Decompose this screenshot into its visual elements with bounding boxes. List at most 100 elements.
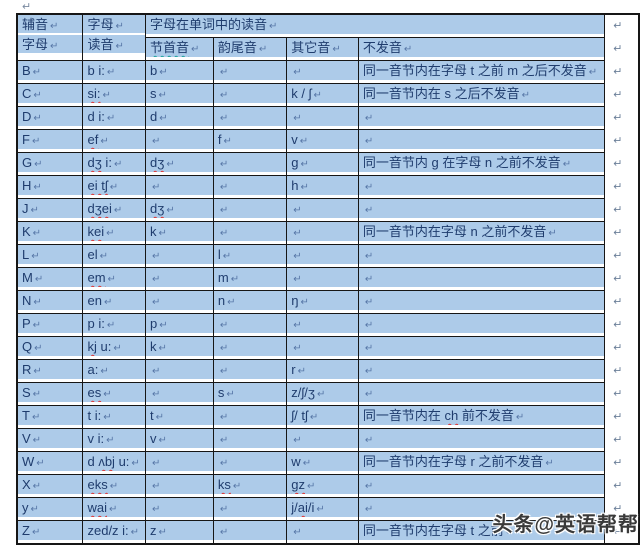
cell-letter-reading[interactable]: em ↵	[82, 267, 147, 291]
cell-letter[interactable]: L ↵	[16, 244, 84, 268]
cell-final-sound[interactable]: ↵	[212, 175, 288, 199]
cell-other-sound[interactable]: ↵	[286, 221, 359, 245]
cell-letter[interactable]: W ↵	[16, 451, 84, 475]
cell-letter-reading[interactable]: a: ↵	[82, 359, 147, 383]
header-final-sound[interactable]: 韵尾音 ↵	[212, 37, 288, 61]
cell-letter[interactable]: Z ↵	[16, 520, 84, 545]
cell-other-sound[interactable]: ↵	[286, 60, 359, 84]
cell-letter[interactable]: N ↵	[16, 290, 84, 314]
cell-final-sound[interactable]: ↵	[212, 221, 288, 245]
cell-letter-reading[interactable]: wai ↵	[82, 497, 147, 521]
cell-letter-reading[interactable]: el ↵	[82, 244, 147, 268]
cell-initial-sound[interactable]: ↵	[145, 382, 214, 406]
header-silent[interactable]: 不发音 ↵	[357, 37, 606, 61]
cell-letter[interactable]: F ↵	[16, 129, 84, 153]
cell-silent[interactable]: ↵	[357, 336, 606, 360]
cell-letter[interactable]: Q ↵	[16, 336, 84, 360]
cell-silent[interactable]: ↵	[357, 474, 606, 498]
cell-letter[interactable]: D ↵	[16, 106, 84, 130]
cell-silent[interactable]: 同一音节内在字母 n 之前不发音 ↵	[357, 221, 606, 245]
cell-other-sound[interactable]: ↵	[286, 106, 359, 130]
cell-initial-sound[interactable]: ↵	[145, 244, 214, 268]
cell-silent[interactable]: ↵	[357, 428, 606, 452]
cell-silent[interactable]: 同一音节内在字母 t 之前 ↵	[357, 520, 606, 545]
cell-initial-sound[interactable]: dʒ ↵	[145, 152, 214, 176]
cell-final-sound[interactable]: ↵	[212, 198, 288, 222]
cell-initial-sound[interactable]: s ↵	[145, 83, 214, 107]
cell-letter[interactable]: X ↵	[16, 474, 84, 498]
cell-other-sound[interactable]: w ↵	[286, 451, 359, 475]
cell-letter-reading[interactable]: eks ↵	[82, 474, 147, 498]
header-other-sound[interactable]: 其它音 ↵	[286, 37, 359, 61]
cell-letter-reading[interactable]: es ↵	[82, 382, 147, 406]
cell-letter-reading[interactable]: v i: ↵	[82, 428, 147, 452]
cell-letter-reading[interactable]: ef ↵	[82, 129, 147, 153]
cell-final-sound[interactable]: ↵	[212, 313, 288, 337]
cell-letter[interactable]: S ↵	[16, 382, 84, 406]
cell-initial-sound[interactable]: ↵	[145, 175, 214, 199]
cell-letter[interactable]: V ↵	[16, 428, 84, 452]
cell-letter-reading[interactable]: d ʌbj u: ↵	[82, 451, 147, 475]
cell-other-sound[interactable]: ʃ/ tʃ ↵	[286, 405, 359, 429]
cell-initial-sound[interactable]: b ↵	[145, 60, 214, 84]
cell-other-sound[interactable]: gz ↵	[286, 474, 359, 498]
cell-other-sound[interactable]: r ↵	[286, 359, 359, 383]
cell-initial-sound[interactable]: z ↵	[145, 520, 214, 545]
cell-letter[interactable]: C ↵	[16, 83, 84, 107]
cell-letter-reading[interactable]: d i: ↵	[82, 106, 147, 130]
cell-final-sound[interactable]: ↵	[212, 106, 288, 130]
cell-letter[interactable]: P ↵	[16, 313, 84, 337]
cell-final-sound[interactable]: ↵	[212, 152, 288, 176]
cell-other-sound[interactable]: z/ʃ/ʒ ↵	[286, 382, 359, 406]
cell-other-sound[interactable]: ↵	[286, 267, 359, 291]
cell-letter-reading[interactable]: kj u: ↵	[82, 336, 147, 360]
cell-initial-sound[interactable]: v ↵	[145, 428, 214, 452]
cell-final-sound[interactable]: m ↵	[212, 267, 288, 291]
cell-letter[interactable]: M ↵	[16, 267, 84, 291]
cell-final-sound[interactable]: ↵	[212, 60, 288, 84]
cell-final-sound[interactable]: ↵	[212, 428, 288, 452]
cell-initial-sound[interactable]: p ↵	[145, 313, 214, 337]
cell-other-sound[interactable]: ↵	[286, 313, 359, 337]
cell-final-sound[interactable]: n ↵	[212, 290, 288, 314]
cell-silent[interactable]: 同一音节内 g 在字母 n 之前不发音 ↵	[357, 152, 606, 176]
cell-letter-reading[interactable]: dʒ i: ↵	[82, 152, 147, 176]
header-reading-in-word[interactable]: 字母在单词中的读音 ↵	[145, 13, 606, 38]
cell-silent[interactable]: ↵	[357, 175, 606, 199]
cell-final-sound[interactable]: ↵	[212, 497, 288, 521]
cell-silent[interactable]: ↵	[357, 106, 606, 130]
cell-letter[interactable]: G ↵	[16, 152, 84, 176]
cell-final-sound[interactable]: ↵	[212, 520, 288, 545]
cell-silent[interactable]: ↵	[357, 198, 606, 222]
cell-initial-sound[interactable]: t ↵	[145, 405, 214, 429]
cell-letter[interactable]: T ↵	[16, 405, 84, 429]
cell-other-sound[interactable]: ↵	[286, 520, 359, 545]
header-consonant-letter[interactable]: 辅音 ↵ 字母 ↵	[16, 13, 84, 61]
cell-other-sound[interactable]: k / ʃ ↵	[286, 83, 359, 107]
cell-silent[interactable]: ↵	[357, 359, 606, 383]
cell-letter[interactable]: B ↵	[16, 60, 84, 84]
cell-initial-sound[interactable]: dʒ ↵	[145, 198, 214, 222]
cell-letter-reading[interactable]: t i: ↵	[82, 405, 147, 429]
cell-initial-sound[interactable]: d ↵	[145, 106, 214, 130]
cell-letter-reading[interactable]: ei tʃ ↵	[82, 175, 147, 199]
cell-initial-sound[interactable]: ↵	[145, 451, 214, 475]
cell-other-sound[interactable]: ↵	[286, 198, 359, 222]
cell-letter-reading[interactable]: b i: ↵	[82, 60, 147, 84]
cell-other-sound[interactable]: v ↵	[286, 129, 359, 153]
cell-letter-reading[interactable]: kei ↵	[82, 221, 147, 245]
cell-silent[interactable]: ↵	[357, 129, 606, 153]
cell-letter-reading[interactable]: zed/z i: ↵	[82, 520, 147, 545]
cell-final-sound[interactable]: ↵	[212, 359, 288, 383]
header-initial-sound[interactable]: 节首音 ↵	[145, 37, 214, 61]
cell-letter-reading[interactable]: en ↵	[82, 290, 147, 314]
cell-other-sound[interactable]: j/ai/i ↵	[286, 497, 359, 521]
cell-silent[interactable]: ↵	[357, 313, 606, 337]
cell-initial-sound[interactable]: ↵	[145, 497, 214, 521]
cell-silent[interactable]: 同一音节内在字母 t 之前 m 之后不发音 ↵	[357, 60, 606, 84]
cell-silent[interactable]: ↵	[357, 290, 606, 314]
cell-silent[interactable]: 同一音节内在 ch 前不发音 ↵	[357, 405, 606, 429]
cell-letter-reading[interactable]: p i: ↵	[82, 313, 147, 337]
cell-silent[interactable]: 同一音节内在 s 之后不发音 ↵	[357, 83, 606, 107]
cell-other-sound[interactable]: ↵	[286, 336, 359, 360]
